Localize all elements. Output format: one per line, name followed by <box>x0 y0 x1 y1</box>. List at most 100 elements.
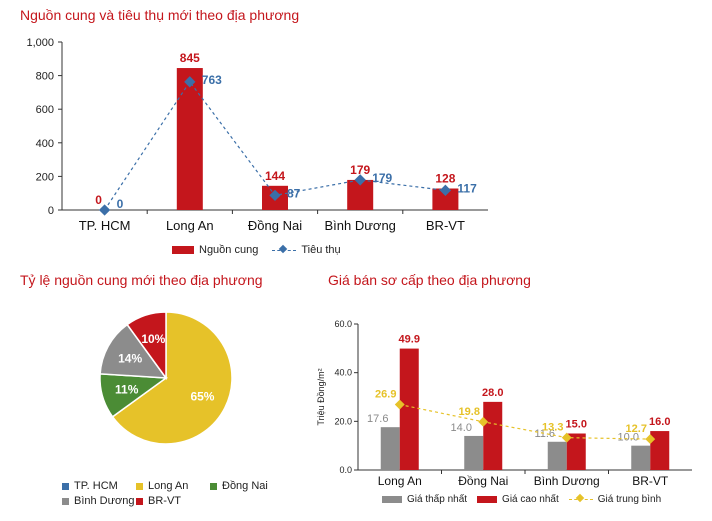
c3-bar-min <box>547 441 567 470</box>
pie-slice <box>111 311 233 445</box>
pie-legend-label-binhduong: Bình Dương <box>74 495 135 507</box>
legend-item-consumption: Tiêu thụ <box>272 244 341 256</box>
c1-bar-supply <box>432 188 459 210</box>
legend-label-consumption: Tiêu thụ <box>301 244 341 256</box>
c3-bar-max-label: 49.9 <box>399 334 420 346</box>
c1-y-tick-label: 1,000 <box>26 37 54 49</box>
legend-line-avg-price <box>568 499 593 500</box>
legend-swatch-min-price <box>382 496 402 503</box>
c3-point-avg-label: 26.9 <box>375 389 396 401</box>
c1-point-label: 179 <box>372 171 392 185</box>
c1-point-consumption <box>439 184 452 197</box>
c3-point-avg-label: 12.7 <box>626 423 647 435</box>
c1-bar-label: 144 <box>265 169 285 183</box>
c3-y-tick-label: 0.0 <box>339 465 352 475</box>
supply-chart-title: Nguồn cung và tiêu thụ mới theo địa phươ… <box>20 7 300 23</box>
pie-legend-swatch-binhduong <box>62 497 69 505</box>
c3-y-axis-label: Triệu Đồng/m² <box>316 368 326 425</box>
legend-item-max-price: Giá cao nhất <box>477 494 559 505</box>
c1-point-label: 0 <box>117 197 124 211</box>
c1-point-label: 87 <box>287 186 301 200</box>
price-chart-title: Giá bán sơ cấp theo địa phương <box>328 272 531 288</box>
pie-legend-label-longan: Long An <box>148 480 189 492</box>
c3-y-tick-label: 20.0 <box>334 416 352 426</box>
pie-legend-item-hcm: TP. HCM <box>62 480 136 492</box>
legend-label-avg-price: Giá trung bình <box>597 494 662 505</box>
c3-point-avg <box>645 434 656 445</box>
c3-point-avg <box>478 416 489 427</box>
c3-line-avg <box>399 403 651 440</box>
c3-bar-min-label: 11.6 <box>534 428 555 440</box>
c3-bar-max-label: 28.0 <box>482 387 503 399</box>
pie-legend-item-brvt: BR-VT <box>136 495 210 507</box>
supply-legend: Nguồn cung Tiêu thụ <box>172 244 355 256</box>
pie-slice <box>99 323 168 379</box>
c3-bar-min <box>464 435 484 470</box>
pie-slice-label: 11% <box>115 382 139 396</box>
c1-x-tick-label: Long An <box>166 218 214 233</box>
c1-point-label: 763 <box>202 73 222 87</box>
pie-slice <box>126 311 167 381</box>
c3-bar-max-label: 15.0 <box>566 419 587 431</box>
c3-bar-max <box>650 431 670 470</box>
c1-y-tick-label: 400 <box>36 138 54 150</box>
pie-slice-label: 14% <box>118 351 142 365</box>
legend-line-consumption <box>272 249 297 251</box>
c1-point-consumption <box>354 174 366 186</box>
legend-item-avg-price: Giá trung bình <box>568 494 662 505</box>
c3-point-avg-label: 19.8 <box>459 406 480 418</box>
c1-x-tick-label: Bình Dương <box>324 218 395 233</box>
c1-x-tick-label: TP. HCM <box>79 218 131 233</box>
c3-bar-min-label: 17.6 <box>367 413 388 425</box>
c1-x-tick-label: BR-VT <box>426 218 465 233</box>
legend-item-supply: Nguồn cung <box>172 244 258 256</box>
pie-legend-swatch-dongnai <box>210 482 217 490</box>
pie-legend-label-brvt: BR-VT <box>148 495 181 507</box>
c3-x-tick-label: BR-VT <box>632 474 669 488</box>
c3-point-avg <box>561 432 572 443</box>
c1-bar-label: 179 <box>350 163 370 177</box>
pie-legend-item-binhduong: Bình Dương <box>62 495 136 507</box>
pie-legend-label-hcm: TP. HCM <box>74 480 118 492</box>
c3-bar-max <box>399 348 419 470</box>
c1-point-label: 117 <box>457 181 477 195</box>
legend-label-min-price: Giá thấp nhất <box>407 494 468 505</box>
c1-bar-supply <box>176 68 203 210</box>
c1-bar-label: 0 <box>95 193 102 207</box>
pie-slice-label: 10% <box>141 332 165 346</box>
c1-y-tick-label: 0 <box>48 205 54 217</box>
pie-legend-swatch-longan <box>136 482 143 490</box>
price-legend: Giá thấp nhất Giá cao nhất Giá trung bìn… <box>382 494 675 505</box>
legend-swatch-max-price <box>477 496 498 503</box>
c1-y-tick-label: 600 <box>36 104 54 116</box>
c3-bar-min-label: 14.0 <box>451 422 472 434</box>
c3-y-tick-label: 60.0 <box>334 319 352 329</box>
c3-point-avg <box>394 399 405 410</box>
c3-bar-max <box>483 401 503 470</box>
c3-y-tick-label: 40.0 <box>334 368 352 378</box>
legend-label-max-price: Giá cao nhất <box>502 494 559 505</box>
c1-y-tick-label: 200 <box>36 171 54 183</box>
pie-slice-label: 65% <box>190 390 214 404</box>
pie-legend-swatch-brvt <box>136 497 143 505</box>
c3-bar-min <box>631 445 651 470</box>
pie-legend: TP. HCM Long An Đồng Nai Bình Dương BR-V… <box>62 480 312 507</box>
c1-bar-label: 128 <box>435 171 455 185</box>
pie-legend-label-dongnai: Đồng Nai <box>222 480 268 492</box>
c1-x-tick-label: Đồng Nai <box>248 218 302 233</box>
c3-x-tick-label: Bình Dương <box>534 474 600 488</box>
c1-point-consumption <box>269 189 281 202</box>
c3-bar-max <box>566 433 586 470</box>
legend-label-supply: Nguồn cung <box>199 244 259 256</box>
pie-chart-title: Tỷ lệ nguồn cung mới theo địa phương <box>20 272 263 288</box>
legend-swatch-supply <box>172 246 194 254</box>
c3-point-avg-label: 13.3 <box>542 422 563 434</box>
c3-x-tick-label: Đồng Nai <box>458 474 508 488</box>
c1-y-tick-label: 800 <box>36 71 54 83</box>
pie-legend-swatch-hcm <box>62 482 69 490</box>
c1-bar-label: 845 <box>180 51 200 65</box>
c3-x-tick-label: Long An <box>378 474 422 488</box>
c3-bar-max-label: 16.0 <box>649 416 670 428</box>
legend-item-min-price: Giá thấp nhất <box>382 494 467 505</box>
pie-legend-item-dongnai: Đồng Nai <box>210 480 290 492</box>
